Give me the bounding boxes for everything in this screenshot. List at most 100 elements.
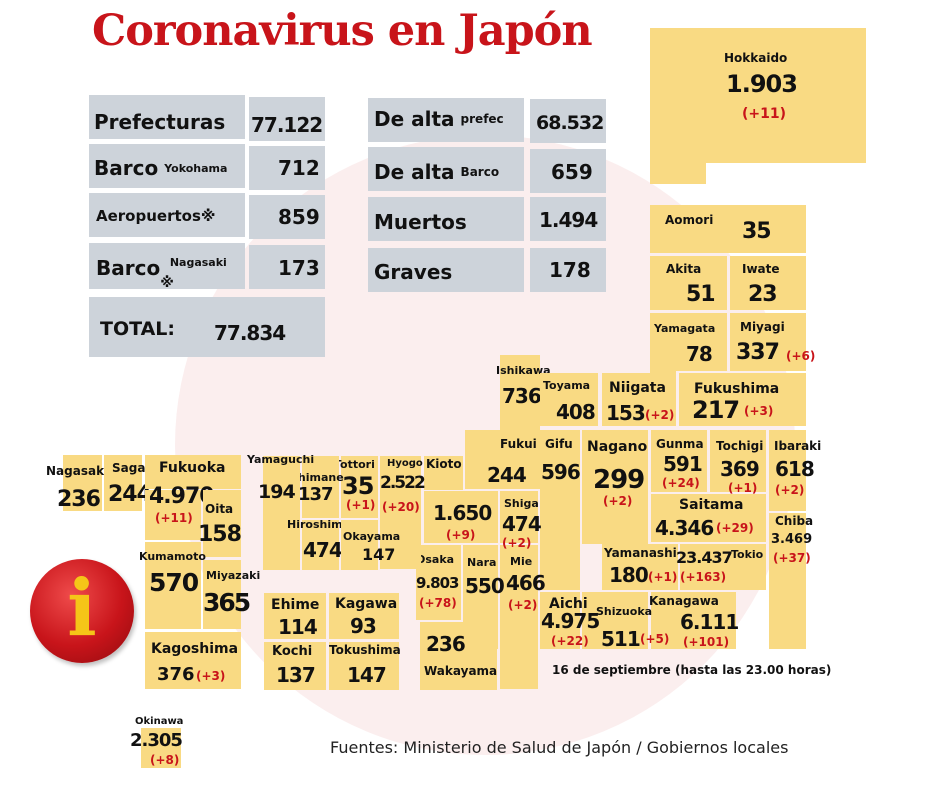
stat-dealta-barco-label: De alta Barco xyxy=(374,160,500,184)
saga-value: 244 xyxy=(108,482,152,507)
osaka-value: 9.803 xyxy=(416,574,459,592)
kioto-increase: (+9) xyxy=(446,528,476,542)
hiroshima-name: Hiroshima xyxy=(287,518,350,531)
gifu-name: Gifu xyxy=(545,437,573,451)
aichi-increase: (+22) xyxy=(551,634,589,648)
tokio-increase: (+163) xyxy=(680,570,727,584)
kioto-value: 1.650 xyxy=(433,501,492,525)
shiga-value: 474 xyxy=(502,512,542,536)
prefecture-ehime xyxy=(264,593,326,639)
stat-dealta-barco-sub: Barco xyxy=(460,165,500,179)
mie-increase: (+2) xyxy=(508,598,538,612)
yamanashi-value: 180 xyxy=(609,563,649,587)
stat-graves-label: Graves xyxy=(374,260,453,284)
stat-total-box xyxy=(89,297,325,357)
prefecture-shimane xyxy=(302,456,339,518)
fukui-name: Fukui xyxy=(500,437,537,451)
kochi-name: Kochi xyxy=(272,644,313,659)
kagawa-value: 93 xyxy=(350,614,377,638)
info-icon[interactable]: i xyxy=(30,559,134,663)
niigata-value: 153 xyxy=(606,401,646,425)
kochi-value: 137 xyxy=(276,663,316,687)
prefecture-gifu xyxy=(540,430,580,590)
miyazaki-name: Miyazaki xyxy=(206,569,261,582)
prefecture-saitama xyxy=(651,494,766,542)
niigata-name: Niigata xyxy=(609,380,666,396)
tokio-value: 23.437 xyxy=(676,548,733,567)
prefecture-tochigi xyxy=(710,430,766,492)
stat-muertos-label-box xyxy=(368,197,524,241)
shizuoka-name: Shizuoka xyxy=(596,605,653,618)
osaka-increase: (+78) xyxy=(419,596,457,610)
stat-total-label: TOTAL: xyxy=(100,318,176,340)
niigata-increase: (+2) xyxy=(645,408,675,422)
stat-barco-nagasaki-label-box xyxy=(89,243,245,289)
tottori-name: Tottori xyxy=(334,458,375,471)
prefecture-fukui xyxy=(465,430,540,489)
stat-muertos-label: Muertos xyxy=(374,210,467,234)
ibaraki-value: 618 xyxy=(775,457,815,481)
hyogo-value: 2.522 xyxy=(380,473,426,493)
nara-value: 550 xyxy=(465,574,505,598)
stat-prefecturas-value: 77.122 xyxy=(251,113,323,137)
hokkaido-name: Hokkaido xyxy=(724,51,788,65)
prefecture-fukushima xyxy=(679,373,806,426)
prefecture-osaka xyxy=(416,545,461,620)
prefecture-hiroshima xyxy=(302,520,339,570)
osaka-name: Osaka xyxy=(416,553,455,566)
stat-dealta-prefec-value-box xyxy=(530,99,606,143)
date-note: 16 de septiembre (hasta las 23.00 horas) xyxy=(552,663,832,677)
stat-barco-yokohama-value: 712 xyxy=(278,156,320,180)
stat-dealta-prefec-sub: prefec xyxy=(460,112,504,126)
stat-barco-nagasaki-sub: Nagasaki xyxy=(169,256,227,269)
okayama-value: 147 xyxy=(362,545,396,564)
saitama-increase: (+29) xyxy=(716,521,754,535)
stat-aeropuertos-value-box xyxy=(249,195,325,239)
prefecture-oita xyxy=(203,490,241,557)
source-note: Fuentes: Ministerio de Salud de Japón / … xyxy=(330,738,789,757)
wakayama-value: 236 xyxy=(426,632,466,656)
fukushima-name: Fukushima xyxy=(694,381,780,397)
kagawa-name: Kagawa xyxy=(335,596,398,612)
okinawa-increase: (+8) xyxy=(150,753,180,767)
stat-dealta-barco-value-box xyxy=(530,149,606,193)
iwate-value: 23 xyxy=(748,282,778,307)
aomori-name: Aomori xyxy=(665,213,714,227)
stat-barco-nagasaki-value: 173 xyxy=(278,256,320,280)
stat-prefecturas-label: Prefecturas xyxy=(94,110,226,134)
oita-value: 158 xyxy=(198,522,242,547)
yamanashi-increase: (+1) xyxy=(648,570,678,584)
nagano-name: Nagano xyxy=(587,439,648,455)
aomori-value: 35 xyxy=(742,219,772,244)
nagano-value: 299 xyxy=(593,465,645,495)
yamanashi-name: Yamanashi xyxy=(604,546,677,560)
stat-aeropuertos-label-box xyxy=(89,193,245,237)
chiba-value: 3.469 xyxy=(771,532,813,547)
toyama-name: Toyama xyxy=(543,379,591,392)
wakayama-name: Wakayama xyxy=(424,664,498,678)
iwate-name: Iwate xyxy=(742,262,780,276)
prefecture-nagano xyxy=(582,430,648,544)
prefecture-ishikawa xyxy=(500,355,540,439)
stat-barco-yokohama-sub: Yokohama xyxy=(164,162,228,175)
prefecture-kioto-south xyxy=(424,491,498,543)
prefecture-kagawa xyxy=(329,593,399,639)
prefecture-miyagi xyxy=(730,313,806,371)
page-title: Coronavirus en Japón xyxy=(92,6,593,56)
fukuoka-name: Fukuoka xyxy=(159,460,226,476)
prefecture-mie xyxy=(500,545,538,689)
prefecture-hokkaido xyxy=(650,28,866,163)
shimane-value: 137 xyxy=(298,484,334,505)
stat-dealta-barco-value: 659 xyxy=(551,160,593,184)
ishikawa-value: 736 xyxy=(502,384,542,408)
yamaguchi-name: Yamaguchi xyxy=(247,453,315,466)
mie-name: Mie xyxy=(510,555,533,568)
prefecture-tottori xyxy=(341,456,378,518)
prefecture-saga xyxy=(104,455,142,511)
prefecture-aomori xyxy=(650,205,806,253)
prefecture-wakayama xyxy=(420,622,497,690)
stat-barco-yokohama-value-box xyxy=(249,146,325,190)
shiga-increase: (+2) xyxy=(502,536,532,550)
prefecture-shizuoka xyxy=(582,592,648,649)
prefecture-fukuoka-south xyxy=(145,490,201,540)
